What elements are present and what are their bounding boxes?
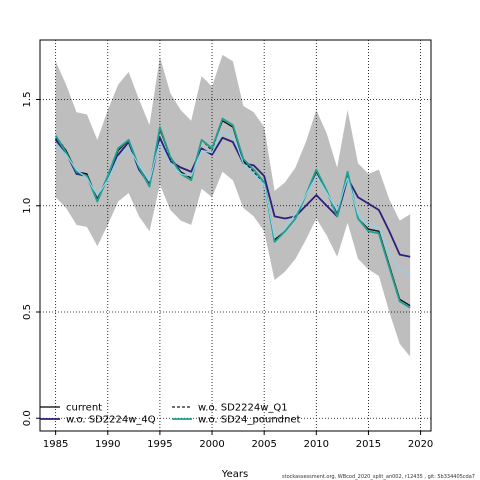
legend-label-2: w.o. SD2224w_4Q (66, 415, 156, 426)
x-tick-label: 2005 (251, 439, 276, 450)
confidence-band (55, 54, 411, 357)
series-line-5 (55, 130, 411, 275)
series-line-4 (54, 117, 411, 309)
legend-label-3: w.o. SD2224w_Q1 (198, 403, 288, 414)
x-tick-label: 1990 (95, 439, 120, 450)
series-lines (54, 117, 411, 309)
x-tick-label: 2015 (356, 439, 381, 450)
y-tick-label: 0.5 (22, 304, 33, 320)
plot-frame (39, 39, 432, 432)
y-tick-label: 0.0 (22, 410, 33, 426)
x-tick-label: 2020 (408, 439, 433, 450)
confidence-band-area (55, 54, 411, 357)
grid (40, 40, 431, 431)
legend-label-1: current (66, 403, 102, 414)
x-tick-label: 1995 (147, 439, 172, 450)
x-tick-label: 1985 (43, 439, 68, 450)
y-tick-label: 1.0 (22, 198, 33, 214)
legend-label-4: w.o. SD24_poundnet (198, 415, 300, 426)
axis-ticks: 1985 1990 1995 2000 2005 2010 2015 2020 0.0 0.5 1.… (22, 92, 433, 450)
x-axis-label: Years (221, 469, 248, 480)
y-tick-label: 1.5 (22, 92, 33, 108)
x-tick-label: 2000 (199, 439, 224, 450)
footer-credit: stockassessment.org, WBcod_2020_split_an… (282, 474, 475, 480)
x-tick-label: 2010 (304, 439, 329, 450)
